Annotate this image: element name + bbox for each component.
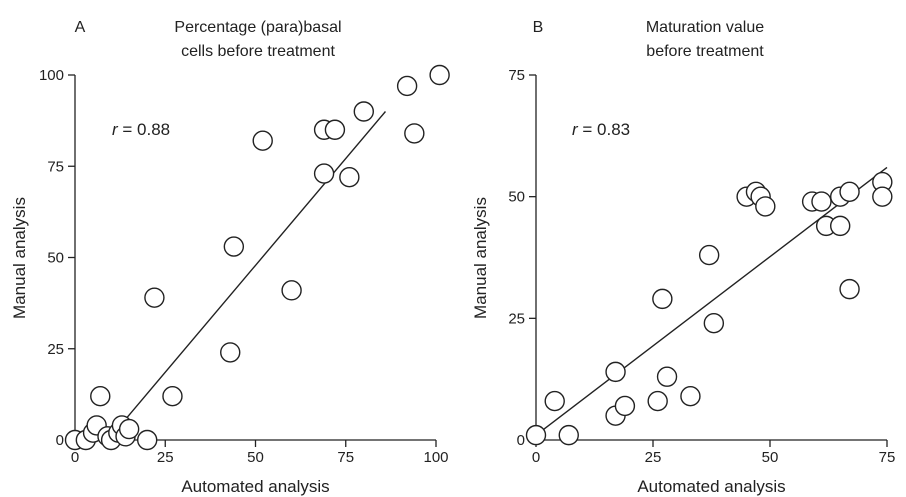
data-point <box>652 288 673 310</box>
data-point <box>220 342 241 363</box>
data-point <box>872 186 893 207</box>
data-point <box>353 101 374 122</box>
chart-title-line: cells before treatment <box>181 43 335 60</box>
x-tick-label: 0 <box>71 449 79 466</box>
data-point <box>223 236 245 257</box>
data-point <box>252 130 273 151</box>
data-point <box>429 64 450 86</box>
correlation-annotation: r = 0.88 <box>112 120 170 139</box>
x-tick-label: 75 <box>879 449 896 466</box>
data-point <box>118 418 140 440</box>
data-point <box>811 191 832 212</box>
y-axis-label: Manual analysis <box>471 197 490 319</box>
data-point <box>656 366 678 387</box>
data-point <box>647 390 668 412</box>
panel-b-scatter-plot: B Maturation value before treatment 0 25 50 75… <box>471 19 895 496</box>
data-point <box>605 361 626 383</box>
data-point <box>136 429 158 451</box>
data-point <box>680 386 701 407</box>
data-point <box>281 280 302 301</box>
data-point <box>144 287 165 308</box>
correlation-annotation: r = 0.83 <box>572 120 630 139</box>
panel-label: B <box>533 19 544 36</box>
data-point <box>339 166 360 188</box>
data-point <box>525 424 547 446</box>
data-point <box>404 123 425 144</box>
data-point <box>830 215 851 237</box>
y-tick-label: 25 <box>508 310 525 327</box>
data-point <box>90 386 111 407</box>
x-tick-label: 100 <box>423 449 448 466</box>
x-tick-label: 0 <box>532 449 540 466</box>
regression-line <box>110 111 386 437</box>
data-point <box>544 390 565 412</box>
y-axis-label: Manual analysis <box>10 197 29 319</box>
r-value: = 0.88 <box>118 120 170 139</box>
y-tick-label: 50 <box>508 189 525 206</box>
y-tick-label: 0 <box>56 432 64 449</box>
data-point <box>162 386 183 407</box>
r-symbol: r <box>112 120 119 139</box>
y-tick-label: 75 <box>47 158 64 175</box>
panel-a-scatter-plot: A Percentage (para)basal cells before trea… <box>10 19 450 496</box>
y-tick-label: 100 <box>39 67 64 84</box>
data-point <box>614 395 636 417</box>
data-point <box>558 424 579 446</box>
r-symbol: r <box>572 120 579 139</box>
x-tick-label: 50 <box>762 449 779 466</box>
panel-label: A <box>75 19 86 36</box>
data-point <box>313 163 335 184</box>
y-tick-label: 25 <box>47 341 64 358</box>
x-tick-label: 25 <box>645 449 662 466</box>
r-value: = 0.83 <box>578 120 630 139</box>
y-tick-label: 0 <box>517 432 525 449</box>
x-axis-label: Automated analysis <box>181 477 329 496</box>
data-point <box>698 244 720 266</box>
chart-title-line: before treatment <box>646 43 764 60</box>
data-point <box>839 181 860 203</box>
data-point <box>324 119 346 140</box>
y-tick-label: 50 <box>47 250 64 267</box>
x-tick-label: 75 <box>337 449 354 466</box>
x-tick-label: 50 <box>247 449 264 466</box>
chart-title-line: Maturation value <box>646 19 764 36</box>
chart-title-line: Percentage (para)basal <box>174 19 341 36</box>
data-point <box>755 196 776 217</box>
data-point <box>703 313 725 334</box>
data-point <box>396 75 418 97</box>
data-point <box>839 278 860 300</box>
y-tick-label: 75 <box>508 67 525 84</box>
regression-line <box>535 166 888 436</box>
x-tick-label: 25 <box>157 449 174 466</box>
x-axis-label: Automated analysis <box>637 477 785 496</box>
